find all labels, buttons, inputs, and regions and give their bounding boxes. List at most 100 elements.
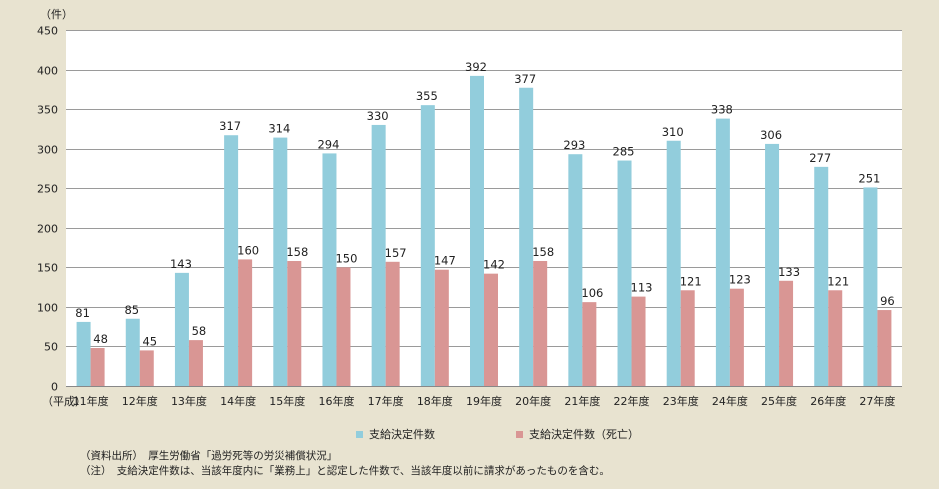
x-tick-label: 26年度: [810, 394, 846, 408]
data-label: 81: [75, 306, 90, 320]
bar-total: [617, 160, 632, 386]
bar-total: [863, 187, 878, 386]
y-tick-label: 400: [37, 65, 58, 78]
data-label: 285: [613, 145, 635, 159]
y-tick-label: 0: [51, 381, 58, 394]
bar-death: [828, 290, 843, 386]
bar-total: [715, 118, 730, 387]
data-label: 157: [385, 246, 407, 260]
x-axis-ticks: 11年度 12年度 13年度 14年度 15年度 16年度 17年度 18年度 19年度 20年度…: [73, 394, 896, 408]
data-label: 293: [563, 138, 585, 152]
data-label: 133: [778, 265, 800, 279]
x-tick-label: 16年度: [318, 394, 354, 408]
y-tick-label: 450: [37, 25, 58, 38]
bar-death: [385, 261, 400, 386]
source-note: （資料出所） 厚生労働省「過労死等の労災補償状況」: [80, 450, 338, 462]
y-tick-label: 100: [37, 302, 58, 315]
y-tick-label: 300: [37, 144, 58, 157]
legend-swatch-total: [356, 431, 363, 438]
data-label: 306: [760, 128, 782, 142]
y-axis-unit: （件）: [40, 8, 73, 21]
data-label: 310: [662, 125, 684, 139]
data-label: 123: [729, 273, 751, 287]
bar-death: [188, 340, 203, 386]
data-label: 121: [827, 274, 849, 288]
bar-death: [533, 261, 548, 386]
data-label: 48: [93, 332, 108, 346]
bar-total: [174, 272, 189, 386]
x-tick-label: 23年度: [663, 394, 699, 408]
bar-death: [680, 290, 695, 386]
data-label: 158: [532, 245, 554, 259]
data-label: 338: [711, 103, 733, 117]
bar-total: [125, 318, 140, 386]
x-tick-label: 25年度: [761, 394, 797, 408]
x-tick-label: 18年度: [417, 394, 453, 408]
y-tick-label: 50: [44, 341, 58, 354]
bar-death: [779, 280, 794, 386]
x-tick-label: 15年度: [269, 394, 305, 408]
legend-label-death: 支給決定件数（死亡）: [529, 427, 639, 441]
y-tick-label: 200: [37, 223, 58, 236]
x-tick-label: 17年度: [368, 394, 404, 408]
bar-death: [631, 296, 646, 386]
footnote: （注） 支給決定件数は、当該年度内に「業務上」と認定した件数で、当該年度以前に請…: [80, 465, 610, 477]
bars: [76, 75, 892, 387]
legend-swatch-death: [516, 431, 523, 438]
data-label: 142: [483, 258, 505, 272]
bar-total: [322, 153, 337, 386]
data-label: 45: [142, 334, 157, 348]
y-tick-label: 350: [37, 104, 58, 117]
data-label: 85: [124, 303, 139, 317]
data-label: 317: [219, 119, 241, 133]
bar-total: [470, 75, 484, 386]
data-label: 392: [465, 60, 487, 74]
bar-death: [582, 302, 597, 386]
x-tick-label: 27年度: [859, 394, 895, 408]
x-tick-label: 22年度: [614, 394, 650, 408]
x-tick-label: 24年度: [712, 394, 748, 408]
y-tick-label: 250: [37, 183, 58, 196]
notes: （資料出所） 厚生労働省「過労死等の労災補償状況」 （注） 支給決定件数は、当該…: [80, 449, 610, 479]
bar-death: [238, 259, 253, 386]
bar-total: [765, 143, 780, 386]
bar-death: [139, 350, 154, 386]
x-tick-label: 14年度: [220, 394, 256, 408]
legend-label-total: 支給決定件数: [369, 427, 435, 441]
bar-death: [336, 267, 351, 386]
bar-total: [371, 124, 386, 386]
bar-total: [814, 166, 829, 386]
y-tick-label: 150: [37, 262, 58, 275]
x-tick-label: 20年度: [515, 394, 551, 408]
bar-death: [90, 348, 105, 386]
bar-total: [666, 140, 681, 386]
bar-total: [519, 87, 534, 387]
x-tick-label: 12年度: [122, 394, 158, 408]
data-label: 121: [680, 274, 702, 288]
bar-death: [877, 310, 892, 386]
bar-total: [420, 105, 435, 387]
bar-total: [568, 154, 583, 386]
x-tick-label: 13年度: [171, 394, 207, 408]
data-label: 158: [286, 245, 308, 259]
data-label: 294: [317, 137, 339, 151]
bar-death: [434, 269, 449, 386]
bar-death: [484, 273, 498, 386]
data-label: 160: [237, 243, 259, 257]
bar-death: [287, 261, 302, 386]
x-tick-label: 21年度: [564, 394, 600, 408]
data-label: 58: [192, 324, 207, 338]
data-label: 150: [335, 251, 357, 265]
data-label: 277: [809, 151, 831, 165]
bar-death: [729, 288, 744, 386]
data-label: 96: [880, 294, 895, 308]
data-label: 314: [268, 122, 290, 136]
data-label: 143: [170, 257, 192, 271]
x-tick-label: 11年度: [73, 394, 109, 408]
x-axis-prefix: （平成）: [42, 395, 86, 408]
bar-total: [224, 135, 239, 386]
data-label: 106: [581, 286, 603, 300]
y-axis-ticks: 0 50 100 150 200 250 300 350 400 450: [37, 25, 58, 394]
bar-total: [76, 321, 91, 386]
